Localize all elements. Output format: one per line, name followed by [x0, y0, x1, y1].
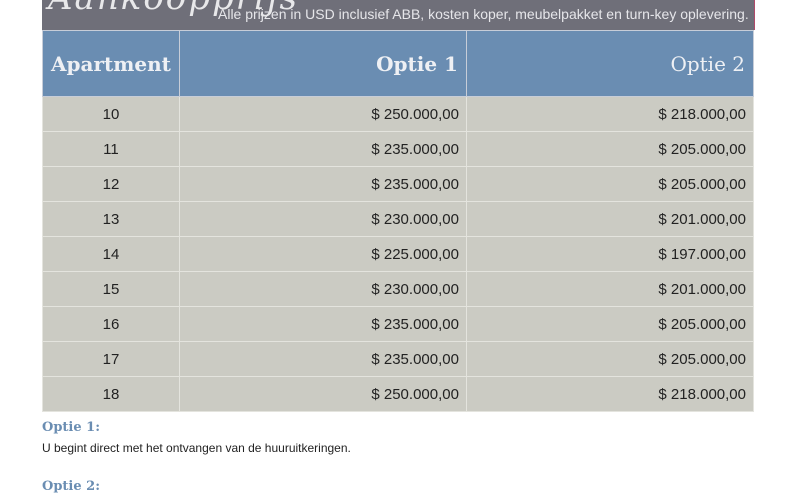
table-row: 13 $ 230.000,00 $ 201.000,00 [42, 201, 755, 237]
column-header-apartment: Apartment [42, 30, 180, 97]
optie-1-price-cell: $ 230.000,00 [178, 271, 467, 307]
optie-1-price-cell: $ 250.000,00 [178, 96, 467, 132]
optie-1-price-cell: $ 230.000,00 [178, 201, 467, 237]
script-title: Aankoopprijs [48, 0, 299, 18]
optie-2-price-cell: $ 205.000,00 [465, 166, 755, 202]
table-row: 14 $ 225.000,00 $ 197.000,00 [42, 236, 755, 272]
optie-1-price-cell: $ 250.000,00 [178, 376, 467, 412]
table-row: 18 $ 250.000,00 $ 218.000,00 [42, 376, 755, 412]
table-row: 16 $ 235.000,00 $ 205.000,00 [42, 306, 755, 342]
table-row: 12 $ 235.000,00 $ 205.000,00 [42, 166, 755, 202]
apartment-cell: 10 [42, 96, 180, 132]
optie-1-price-cell: $ 235.000,00 [178, 306, 467, 342]
apartment-cell: 12 [42, 166, 180, 202]
note-heading-optie-2: Optie 2: [42, 479, 100, 494]
optie-1-price-cell: $ 225.000,00 [178, 236, 467, 272]
optie-2-price-cell: $ 201.000,00 [465, 271, 755, 307]
apartment-cell: 17 [42, 341, 180, 377]
optie-2-price-cell: $ 205.000,00 [465, 341, 755, 377]
table-row: 15 $ 230.000,00 $ 201.000,00 [42, 271, 755, 307]
optie-2-price-cell: $ 218.000,00 [465, 96, 755, 132]
price-table: Apartment Optie 1 Optie 2 10 $ 250.000,00… [42, 30, 755, 412]
apartment-cell: 15 [42, 271, 180, 307]
optie-1-price-cell: $ 235.000,00 [178, 341, 467, 377]
note-text-optie-1: U begint direct met het ontvangen van de… [42, 441, 351, 455]
optie-2-price-cell: $ 218.000,00 [465, 376, 755, 412]
note-heading-optie-1: Optie 1: [42, 420, 100, 435]
title-bar: Aankoopprijs Alle prijzen in USD inclusi… [42, 0, 755, 30]
apartment-cell: 14 [42, 236, 180, 272]
apartment-cell: 11 [42, 131, 180, 167]
column-header-optie-2: Optie 2 [465, 30, 755, 97]
table-row: 10 $ 250.000,00 $ 218.000,00 [42, 96, 755, 132]
table-row: 17 $ 235.000,00 $ 205.000,00 [42, 341, 755, 377]
optie-2-price-cell: $ 201.000,00 [465, 201, 755, 237]
optie-1-price-cell: $ 235.000,00 [178, 131, 467, 167]
optie-2-price-cell: $ 205.000,00 [465, 131, 755, 167]
optie-1-price-cell: $ 235.000,00 [178, 166, 467, 202]
subtitle: Alle prijzen in USD inclusief ABB, koste… [218, 6, 749, 22]
apartment-cell: 13 [42, 201, 180, 237]
optie-2-price-cell: $ 197.000,00 [465, 236, 755, 272]
column-header-optie-1: Optie 1 [178, 30, 467, 97]
optie-2-price-cell: $ 205.000,00 [465, 306, 755, 342]
table-row: 11 $ 235.000,00 $ 205.000,00 [42, 131, 755, 167]
apartment-cell: 18 [42, 376, 180, 412]
apartment-cell: 16 [42, 306, 180, 342]
